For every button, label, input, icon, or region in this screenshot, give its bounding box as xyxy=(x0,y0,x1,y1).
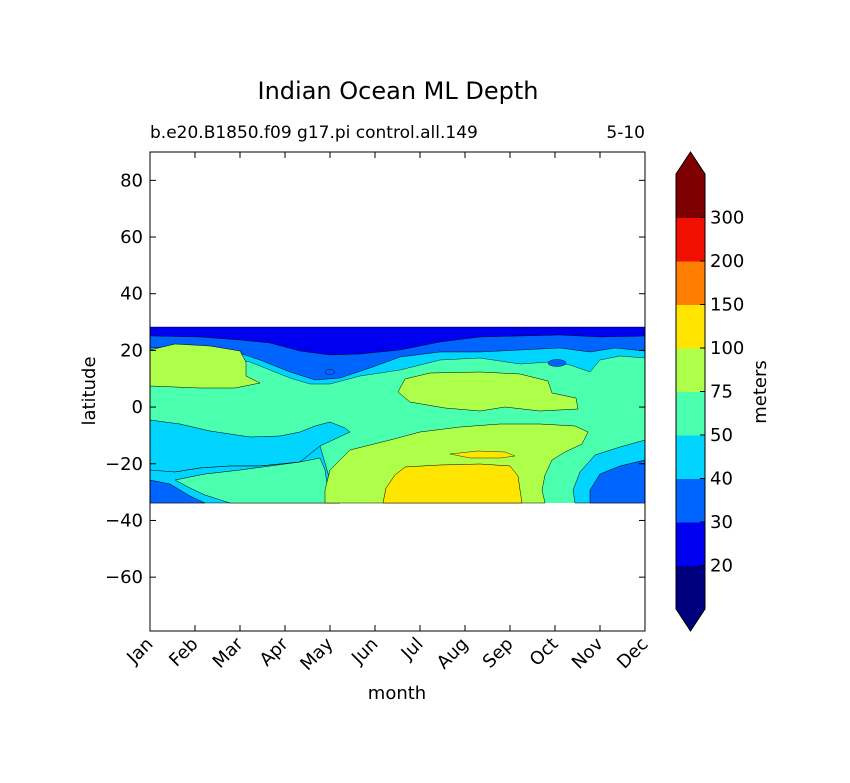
colorbar-extend-over xyxy=(676,152,705,174)
contour-spot-20-30 xyxy=(324,369,336,375)
colorbar-segment xyxy=(676,348,705,392)
colorbar-segment xyxy=(676,391,705,436)
chart-subtitle-right: 5-10 xyxy=(606,123,645,143)
x-tick-label: Mar xyxy=(209,633,248,672)
x-tick-label: Sep xyxy=(479,634,518,673)
y-tick-label: 80 xyxy=(120,170,143,191)
y-tick-label: 40 xyxy=(120,284,143,305)
contour-band-30-40-sw xyxy=(150,479,206,504)
contour-band-40-50-north xyxy=(150,345,645,385)
contour-band-75-100-central xyxy=(397,371,579,412)
x-tick-label: Feb xyxy=(165,634,202,671)
x-tick-label: Oct xyxy=(526,634,563,671)
contour-band-100-150-south xyxy=(382,463,523,504)
x-tick-label: Apr xyxy=(256,633,293,670)
x-tick-label: Jan xyxy=(122,634,157,669)
contour-field xyxy=(150,326,645,504)
y-tick-label: 60 xyxy=(120,227,143,248)
colorbar-segment xyxy=(676,261,705,305)
colorbar-tick-label: 200 xyxy=(710,251,744,272)
x-tick-label: Jul xyxy=(397,634,428,665)
y-axis: 80 60 40 20 0 −20 −40 −60 xyxy=(105,170,645,588)
colorbar-tick-label: 30 xyxy=(710,512,733,533)
x-tick-label: May xyxy=(296,633,337,674)
colorbar: 20 30 40 50 75 100 150 200 300 xyxy=(675,151,744,632)
x-tick-label: Nov xyxy=(568,633,608,673)
colorbar-tick-label: 20 xyxy=(710,556,733,577)
colorbar-tick-label: 100 xyxy=(710,338,744,359)
colorbar-segment xyxy=(676,478,705,523)
plot-frame xyxy=(149,151,646,632)
colorbar-segment xyxy=(676,522,705,566)
contour-band-50-75-south xyxy=(174,457,341,504)
x-tick-label: Jun xyxy=(347,634,382,669)
colorbar-segment xyxy=(676,217,705,262)
contour-band-75-100-west xyxy=(150,343,261,389)
colorbar-segment xyxy=(676,435,705,479)
colorbar-segment xyxy=(676,565,705,610)
y-tick-label: −40 xyxy=(105,510,143,531)
y-axis-label: latitude xyxy=(79,356,100,425)
colorbar-segment xyxy=(676,174,705,218)
colorbar-label: meters xyxy=(750,360,771,424)
colorbar-tick-label: 75 xyxy=(710,382,733,403)
contour-band-100-150-patch xyxy=(449,450,516,459)
x-tick-label: Dec xyxy=(613,634,652,673)
colorbar-tick-label: 40 xyxy=(710,469,733,490)
chart-title: Indian Ocean ML Depth xyxy=(258,77,539,105)
colorbar-segment xyxy=(676,304,705,349)
y-tick-label: −20 xyxy=(105,454,143,475)
contour-spot-30-40 xyxy=(547,359,567,367)
contour-band-30-40-se xyxy=(589,459,645,504)
x-tick-label: Aug xyxy=(433,634,473,674)
colorbar-tick-label: 150 xyxy=(710,295,744,316)
x-axis-label: month xyxy=(368,683,426,704)
y-tick-label: 20 xyxy=(120,340,143,361)
chart-subtitle-left: b.e20.B1850.f09 g17.pi control.all.149 xyxy=(150,123,478,143)
colorbar-extend-under xyxy=(676,609,705,631)
colorbar-outline xyxy=(675,151,706,632)
y-tick-label: −60 xyxy=(105,567,143,588)
colorbar-tick-label: 50 xyxy=(710,425,733,446)
y-tick-label: 0 xyxy=(132,397,143,418)
colorbar-tick-label: 300 xyxy=(710,208,744,229)
